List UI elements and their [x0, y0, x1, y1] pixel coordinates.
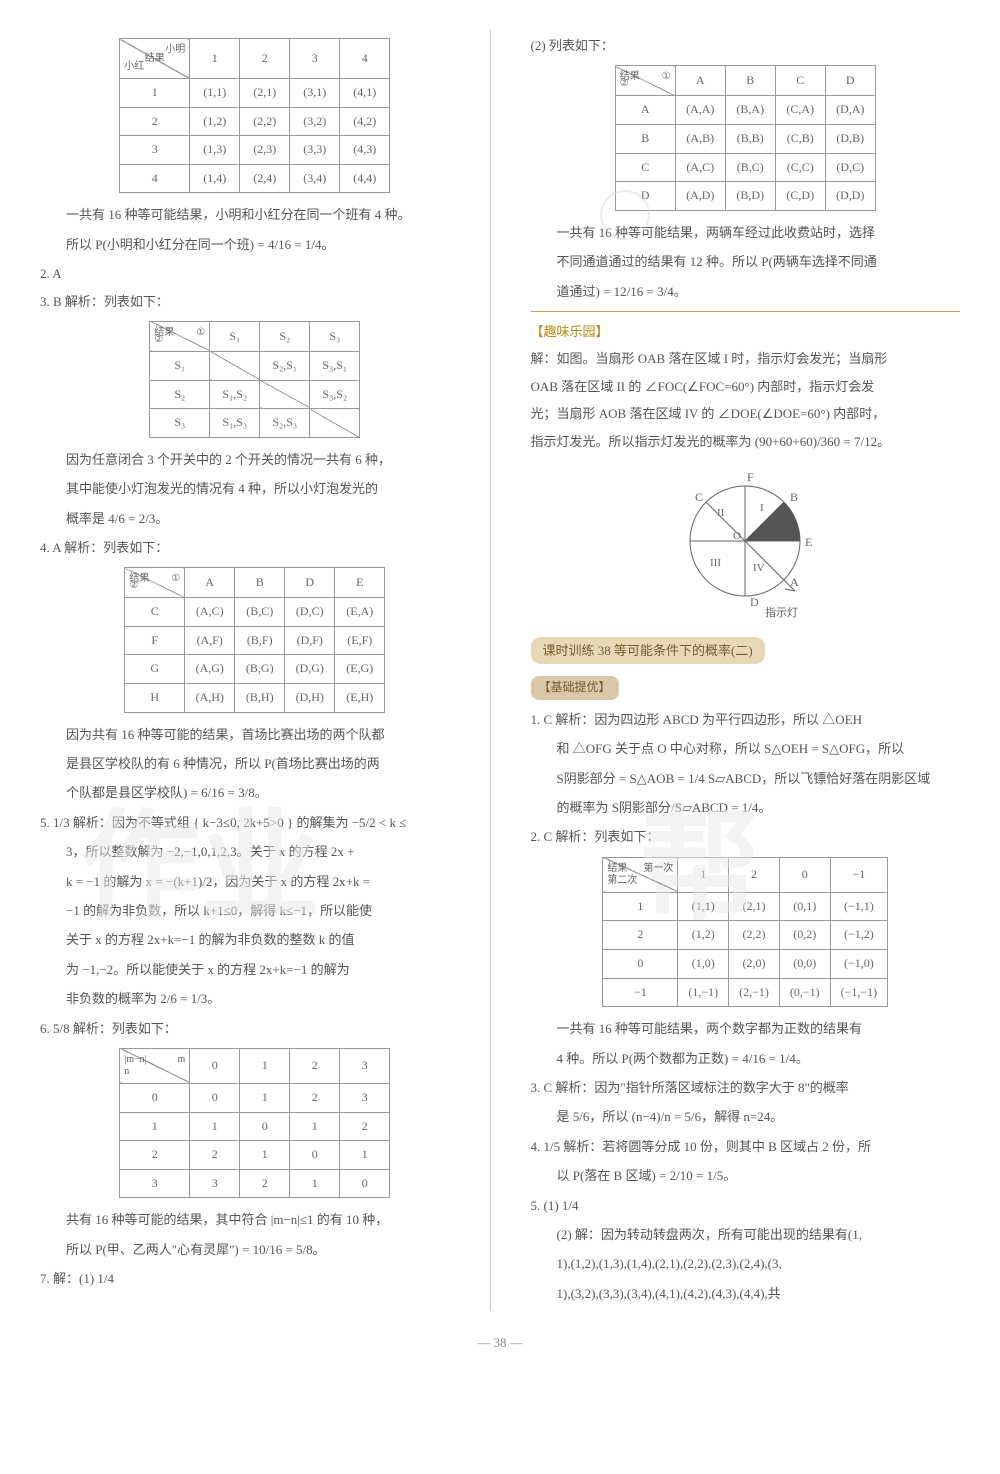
text: 道通过) = 12/16 = 3/4。 — [531, 280, 961, 303]
text: 个队都是县区学校队) = 6/16 = 3/8。 — [40, 781, 470, 804]
table-3: ① ② 结果 ABDE C(A,C)(B,C)(D,C)(E,A) F(A,F)… — [124, 567, 385, 712]
svg-text:IV: IV — [753, 562, 765, 574]
subsection-header: 【基础提优】 — [531, 676, 619, 700]
text: 1),(1,2),(1,3),(1,4),(2,1),(2,2),(2,3),(… — [531, 1252, 961, 1275]
svg-text:F: F — [747, 470, 754, 484]
text: 3，所以整数解为 −2,−1,0,1,2,3。关于 x 的方程 2x + — [40, 840, 470, 863]
text: 1. C 解析：因为四边形 ABCD 为平行四边形，所以 △OEH — [531, 708, 961, 731]
svg-text:I: I — [760, 502, 764, 514]
page-columns: 小明 小红 结果 1 2 3 4 1(1,1)(2,1)(3,1)(4,1) 2… — [40, 30, 960, 1311]
text: 因为共有 16 种等可能的结果，首场比赛出场的两个队都 — [40, 723, 470, 746]
text: 因为任意闭合 3 个开关中的 2 个开关的情况一共有 6 种， — [40, 448, 470, 471]
answer: 3. B 解析：列表如下： — [40, 290, 470, 313]
text: S阴影部分 = S△AOB = 1/4 S▱ABCD，所以飞镖恰好落在阴影区域 — [531, 767, 961, 790]
table-1: 小明 小红 结果 1 2 3 4 1(1,1)(2,1)(3,1)(4,1) 2… — [119, 38, 390, 193]
text: 其中能使小灯泡发光的情况有 4 种，所以小灯泡发光的 — [40, 477, 470, 500]
section-header: 课时训练 38 等可能条件下的概率(二) — [531, 637, 765, 664]
svg-text:O: O — [733, 530, 741, 542]
svg-text:D: D — [750, 595, 759, 609]
answer: 5. (1) 1/4 — [531, 1194, 961, 1217]
svg-text:C: C — [695, 490, 703, 504]
text: 一共有 16 种等可能结果，两辆车经过此收费站时，选择 — [531, 221, 961, 244]
text: 所以 P(小明和小红分在同一个班) = 4/16 = 1/4。 — [40, 233, 470, 256]
text: 以 P(落在 B 区域) = 2/10 = 1/5。 — [531, 1164, 961, 1187]
text: 5. 1/3 解析：因为不等式组 { k−3≤0, 2k+5>0 } 的解集为 … — [40, 811, 470, 834]
text: 4 种。所以 P(两个数都为正数) = 4/16 = 1/4。 — [531, 1047, 961, 1070]
section-title: 【趣味乐园】 — [531, 320, 961, 343]
table-6: 第一次 第二次 结果 120−1 1(1,1)(2,1)(0,1)(−1,1) … — [602, 857, 888, 1007]
text: 非负数的概率为 2/6 = 1/3。 — [40, 987, 470, 1010]
text: 指示灯发光。所以指示灯发光的概率为 (90+60+60)/360 = 7/12。 — [531, 430, 961, 453]
table-4: m n |m−n| 0123 00123 11012 22101 33210 — [119, 1048, 390, 1198]
page-number: — 38 — — [40, 1331, 960, 1354]
text: 是县区学校队的有 6 种情况，所以 P(首场比赛出场的两 — [40, 752, 470, 775]
svg-text:III: III — [710, 557, 721, 569]
svg-text:E: E — [805, 535, 812, 549]
text: 概率是 4/6 = 2/3。 — [40, 507, 470, 530]
divider — [531, 311, 961, 312]
text: 不同通道通过的结果有 12 种。所以 P(两辆车选择不同通 — [531, 250, 961, 273]
svg-text:II: II — [717, 507, 725, 519]
text: 和 △OFG 关于点 O 中心对称，所以 S△OEH = S△OFG，所以 — [531, 737, 961, 760]
answer: 2. C 解析：列表如下： — [531, 825, 961, 848]
text: OAB 落在区域 II 的 ∠FOC(∠FOC=60°) 内部时，指示灯会发 — [531, 375, 961, 398]
text: 4. 1/5 解析：若将圆等分成 10 份，则其中 B 区域占 2 份，所 — [531, 1135, 961, 1158]
text: k = −1 的解为 x = −(k+1)/2，因为关于 x 的方程 2x+k … — [40, 870, 470, 893]
text: 所以 P(甲、乙两人"心有灵犀") = 10/16 = 5/8。 — [40, 1238, 470, 1261]
text: 的概率为 S阴影部分/S▱ABCD = 1/4。 — [531, 796, 961, 819]
answer: 4. A 解析：列表如下： — [40, 536, 470, 559]
text: 光；当扇形 AOB 落在区域 IV 的 ∠DOE(∠DOE=60°) 内部时， — [531, 402, 961, 425]
text: 3. C 解析：因为"指针所落区域标注的数字大于 8"的概率 — [531, 1076, 961, 1099]
svg-text:B: B — [790, 490, 798, 504]
sector-diagram: F C II I B E O III IV A D 指示灯 — [655, 461, 835, 621]
text: 为 −1,−2。所以能使关于 x 的方程 2x+k=−1 的解为 — [40, 958, 470, 981]
table-5: ① ② 结果 ABCD A(A,A)(B,A)(C,A)(D,A) B(A,B)… — [615, 65, 876, 210]
text: 解：如图。当扇形 OAB 落在区域 I 时，指示灯会发光；当扇形 — [531, 347, 961, 370]
text: 是 5/6，所以 (n−4)/n = 5/6，解得 n=24。 — [531, 1105, 961, 1128]
text: 一共有 16 种等可能结果，两个数字都为正数的结果有 — [531, 1017, 961, 1040]
left-column: 小明 小红 结果 1 2 3 4 1(1,1)(2,1)(3,1)(4,1) 2… — [40, 30, 491, 1311]
text: 1),(3,2),(3,3),(3,4),(4,1),(4,2),(4,3),(… — [531, 1282, 961, 1305]
answer: 6. 5/8 解析：列表如下： — [40, 1017, 470, 1040]
right-column: (2) 列表如下： ① ② 结果 ABCD A(A,A)(B,A)(C,A)(D… — [521, 30, 961, 1311]
answer: 7. 解：(1) 1/4 — [40, 1267, 470, 1290]
text: 关于 x 的方程 2x+k=−1 的解为非负数的整数 k 的值 — [40, 928, 470, 951]
text: (2) 解：因为转动转盘两次，所有可能出现的结果有(1, — [531, 1223, 961, 1246]
text: 一共有 16 种等可能结果，小明和小红分在同一个班有 4 种。 — [40, 203, 470, 226]
svg-text:指示灯: 指示灯 — [765, 605, 798, 619]
table-2: ① ② 结果 S₁S₂S₃ S₁S₂,S₁S₃,S₁ S₂S₁,S₂S₃,S₂ … — [149, 321, 360, 438]
text: −1 的解为非负数，所以 k+1≤0，解得 k≤−1，所以能使 — [40, 899, 470, 922]
text: (2) 列表如下： — [531, 34, 961, 57]
answer: 2. A — [40, 262, 470, 285]
text: 共有 16 种等可能的结果，其中符合 |m−n|≤1 的有 10 种， — [40, 1208, 470, 1231]
